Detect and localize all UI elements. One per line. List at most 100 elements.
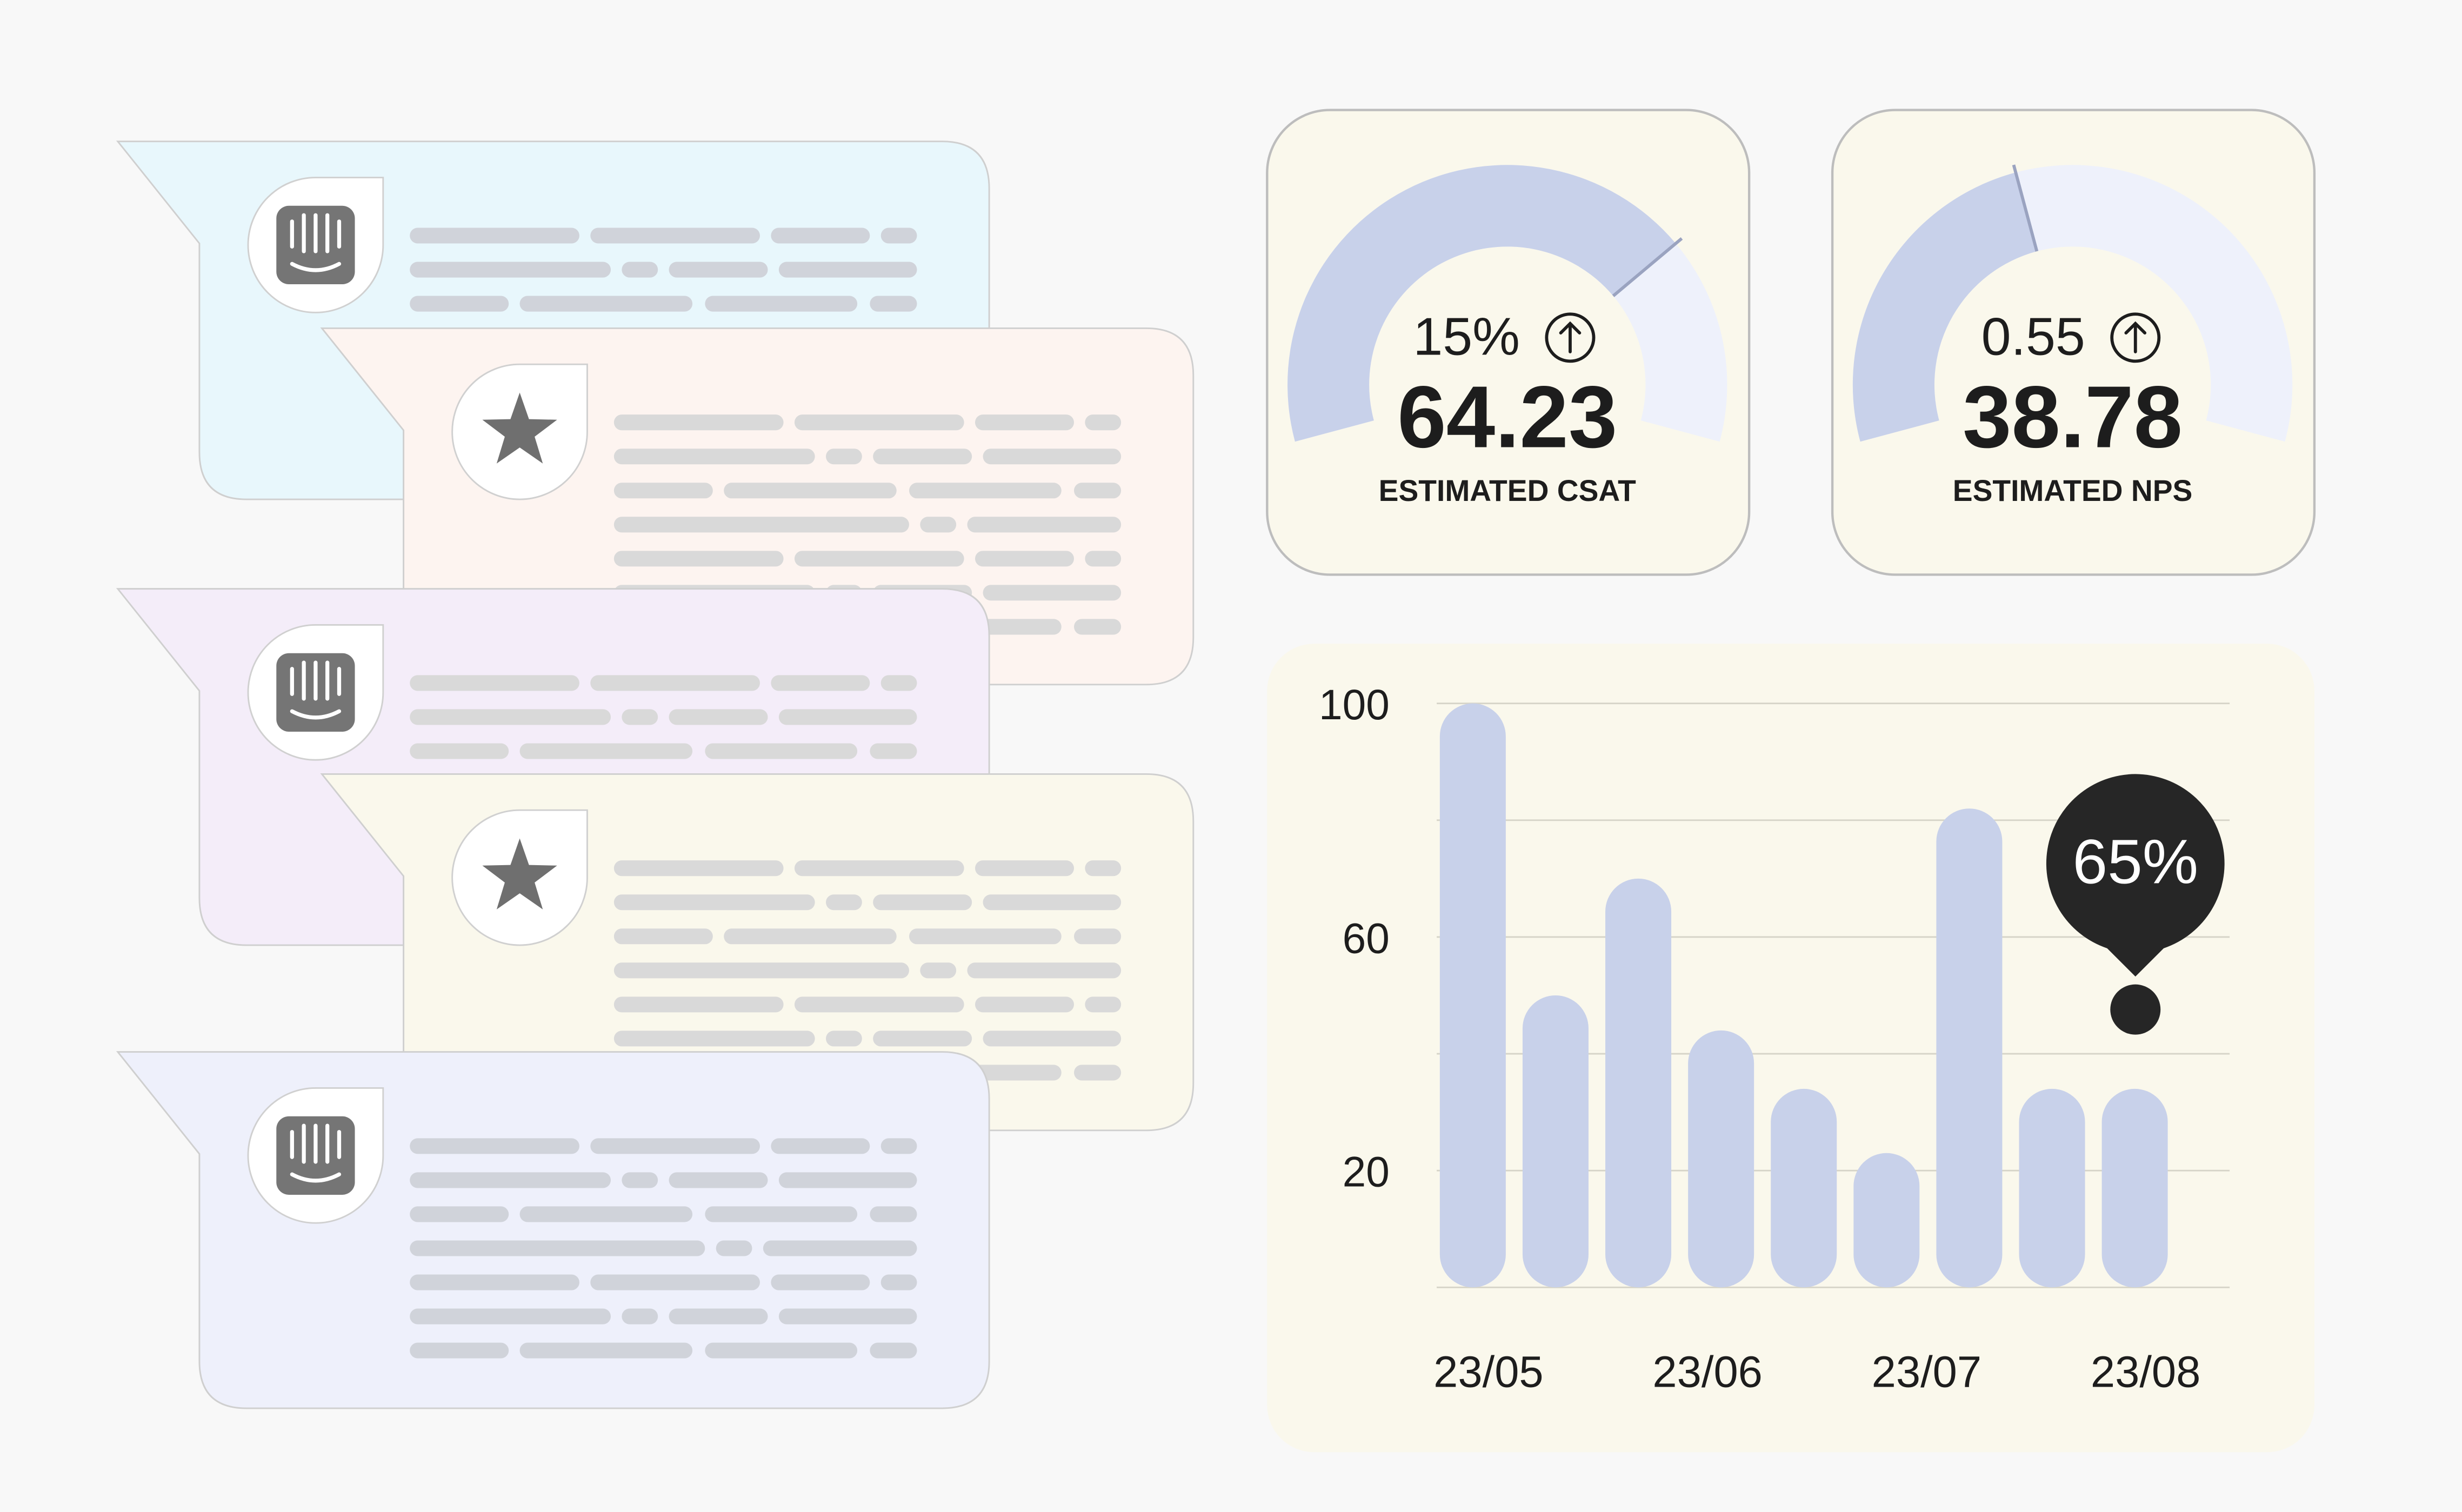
text-placeholder: [983, 449, 1122, 465]
text-placeholder: [590, 1138, 760, 1154]
text-placeholder: [873, 449, 972, 465]
tooltip-dot: [2110, 984, 2161, 1035]
text-placeholder: [410, 1206, 509, 1222]
text-placeholder: [1074, 1065, 1122, 1081]
text-placeholder: [975, 414, 1075, 431]
text-placeholder: [794, 551, 964, 567]
text-placeholder: [705, 296, 858, 312]
trend-arrow: [2124, 321, 2147, 353]
gauge-fill: [1852, 172, 2037, 442]
bar: [1605, 878, 1672, 1288]
text-placeholder: [880, 228, 917, 244]
text-placeholder: [613, 894, 815, 911]
text-placeholder: [778, 262, 917, 278]
text-placeholder: [771, 1138, 870, 1154]
text-placeholder: [669, 262, 768, 278]
text-placeholder: [590, 1274, 760, 1290]
text-placeholder: [613, 517, 909, 533]
text-placeholder: [771, 675, 870, 691]
text-placeholder: [410, 1274, 579, 1290]
text-placeholder: [826, 1031, 862, 1047]
tooltip: [2046, 774, 2225, 977]
gauge-change: 0.55: [1981, 307, 2085, 366]
text-placeholder: [519, 296, 693, 312]
text-placeholder: [778, 709, 917, 725]
text-placeholder: [613, 414, 784, 431]
text-placeholder: [705, 1206, 858, 1222]
text-placeholder: [410, 1308, 611, 1324]
text-placeholder: [519, 1342, 693, 1359]
text-placeholder: [1085, 414, 1122, 431]
bar: [2101, 1088, 2168, 1288]
gauge-label: ESTIMATED NPS: [1953, 474, 2193, 507]
text-placeholder: [410, 743, 509, 759]
text-placeholder: [1074, 928, 1122, 945]
star-icon: [482, 838, 557, 909]
star-icon: [482, 392, 557, 464]
text-placeholder: [873, 1031, 972, 1047]
text-placeholder: [778, 1172, 917, 1188]
text-placeholder: [794, 414, 964, 431]
gauge-needle: [2012, 164, 2039, 252]
text-placeholder: [920, 962, 957, 979]
text-placeholder: [880, 1274, 917, 1290]
text-placeholder: [724, 928, 897, 945]
text-placeholder: [873, 894, 972, 911]
x-tick-label: 23/07: [1872, 1347, 1982, 1396]
gauge-change: 15%: [1413, 307, 1520, 366]
text-placeholder: [1074, 483, 1122, 499]
text-placeholder: [870, 296, 917, 312]
text-placeholder: [613, 996, 784, 1013]
bar: [1522, 995, 1589, 1288]
text-placeholder: [975, 996, 1075, 1013]
text-placeholder: [1085, 860, 1122, 877]
text-placeholder: [410, 1172, 611, 1188]
y-tick-label: 60: [1343, 914, 1390, 962]
text-placeholder: [716, 1240, 752, 1256]
bar: [1771, 1088, 1837, 1288]
text-placeholder: [920, 517, 957, 533]
x-tick-label: 23/08: [2091, 1347, 2201, 1396]
message-bubble: [320, 773, 1195, 1132]
text-placeholder: [794, 996, 964, 1013]
bar: [1439, 703, 1506, 1288]
trend-icon: [1545, 312, 1596, 363]
text-placeholder: [870, 1342, 917, 1359]
text-placeholder: [794, 860, 964, 877]
text-placeholder: [983, 894, 1122, 911]
text-placeholder: [705, 743, 858, 759]
text-placeholder: [410, 709, 611, 725]
gauge-value: 38.78: [1963, 369, 2183, 466]
text-placeholder: [909, 483, 1062, 499]
text-placeholder: [410, 1240, 705, 1256]
text-placeholder: [590, 228, 760, 244]
text-placeholder: [870, 743, 917, 759]
text-placeholder: [771, 1274, 870, 1290]
text-placeholder: [613, 551, 784, 567]
text-placeholder: [826, 449, 862, 465]
text-placeholder: [1074, 619, 1122, 635]
trend-arrow: [1559, 321, 1582, 353]
bar: [2019, 1088, 2085, 1288]
text-placeholder: [880, 675, 917, 691]
text-placeholder: [1085, 551, 1122, 567]
icon-smile: [290, 709, 342, 720]
bar: [1936, 808, 2003, 1288]
text-placeholder: [967, 517, 1122, 533]
text-placeholder: [870, 1206, 917, 1222]
text-placeholder: [613, 1031, 815, 1047]
text-placeholder: [983, 585, 1122, 601]
message-bubble: [116, 1051, 990, 1409]
gauge-fill: [1287, 165, 1676, 442]
chart-card: [1267, 644, 2314, 1453]
gauge-label: ESTIMATED CSAT: [1379, 474, 1637, 507]
text-placeholder: [613, 483, 713, 499]
text-placeholder: [613, 449, 815, 465]
text-placeholder: [669, 1308, 768, 1324]
text-placeholder: [410, 228, 579, 244]
y-tick-label: 100: [1319, 681, 1390, 728]
text-placeholder: [622, 1172, 658, 1188]
text-placeholder: [622, 709, 658, 725]
text-placeholder: [909, 928, 1062, 945]
